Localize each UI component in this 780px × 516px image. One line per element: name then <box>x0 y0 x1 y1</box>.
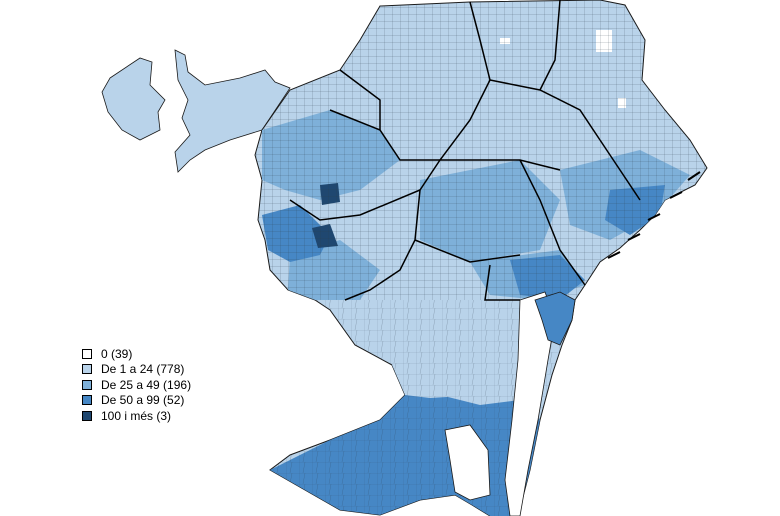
legend-label-zero: 0 (39) <box>101 346 133 361</box>
legend-item-25-49: De 25 a 49 (196) <box>82 377 252 393</box>
harbor-dock <box>534 291 576 346</box>
district-borders <box>289 0 641 301</box>
legend-item-1-24: De 1 a 24 (778) <box>82 362 252 378</box>
map-legend: 0 (39) De 1 a 24 (778) De 25 a 49 (196) … <box>82 346 252 424</box>
legend-label-100-plus: 100 i més (3) <box>101 408 172 423</box>
legend-item-50-99: De 50 a 99 (52) <box>82 393 252 409</box>
legend-swatch-25-49 <box>82 379 92 390</box>
legend-label-25-49: De 25 a 49 (196) <box>101 377 192 392</box>
legend-swatch-100-plus <box>82 410 92 421</box>
coast-piers <box>607 171 701 259</box>
legend-label-50-99: De 50 a 99 (52) <box>101 393 185 408</box>
legend-swatch-1-24 <box>82 364 92 375</box>
legend-swatch-50-99 <box>82 395 92 406</box>
west-area-shape <box>101 57 166 141</box>
legend-swatch-zero <box>82 348 92 359</box>
northwest-arm-shape <box>174 49 291 173</box>
legend-item-100-plus: 100 i més (3) <box>82 408 252 424</box>
harbor-inner-water <box>444 424 491 501</box>
legend-item-zero: 0 (39) <box>82 346 252 362</box>
legend-label-1-24: De 1 a 24 (778) <box>101 362 185 377</box>
